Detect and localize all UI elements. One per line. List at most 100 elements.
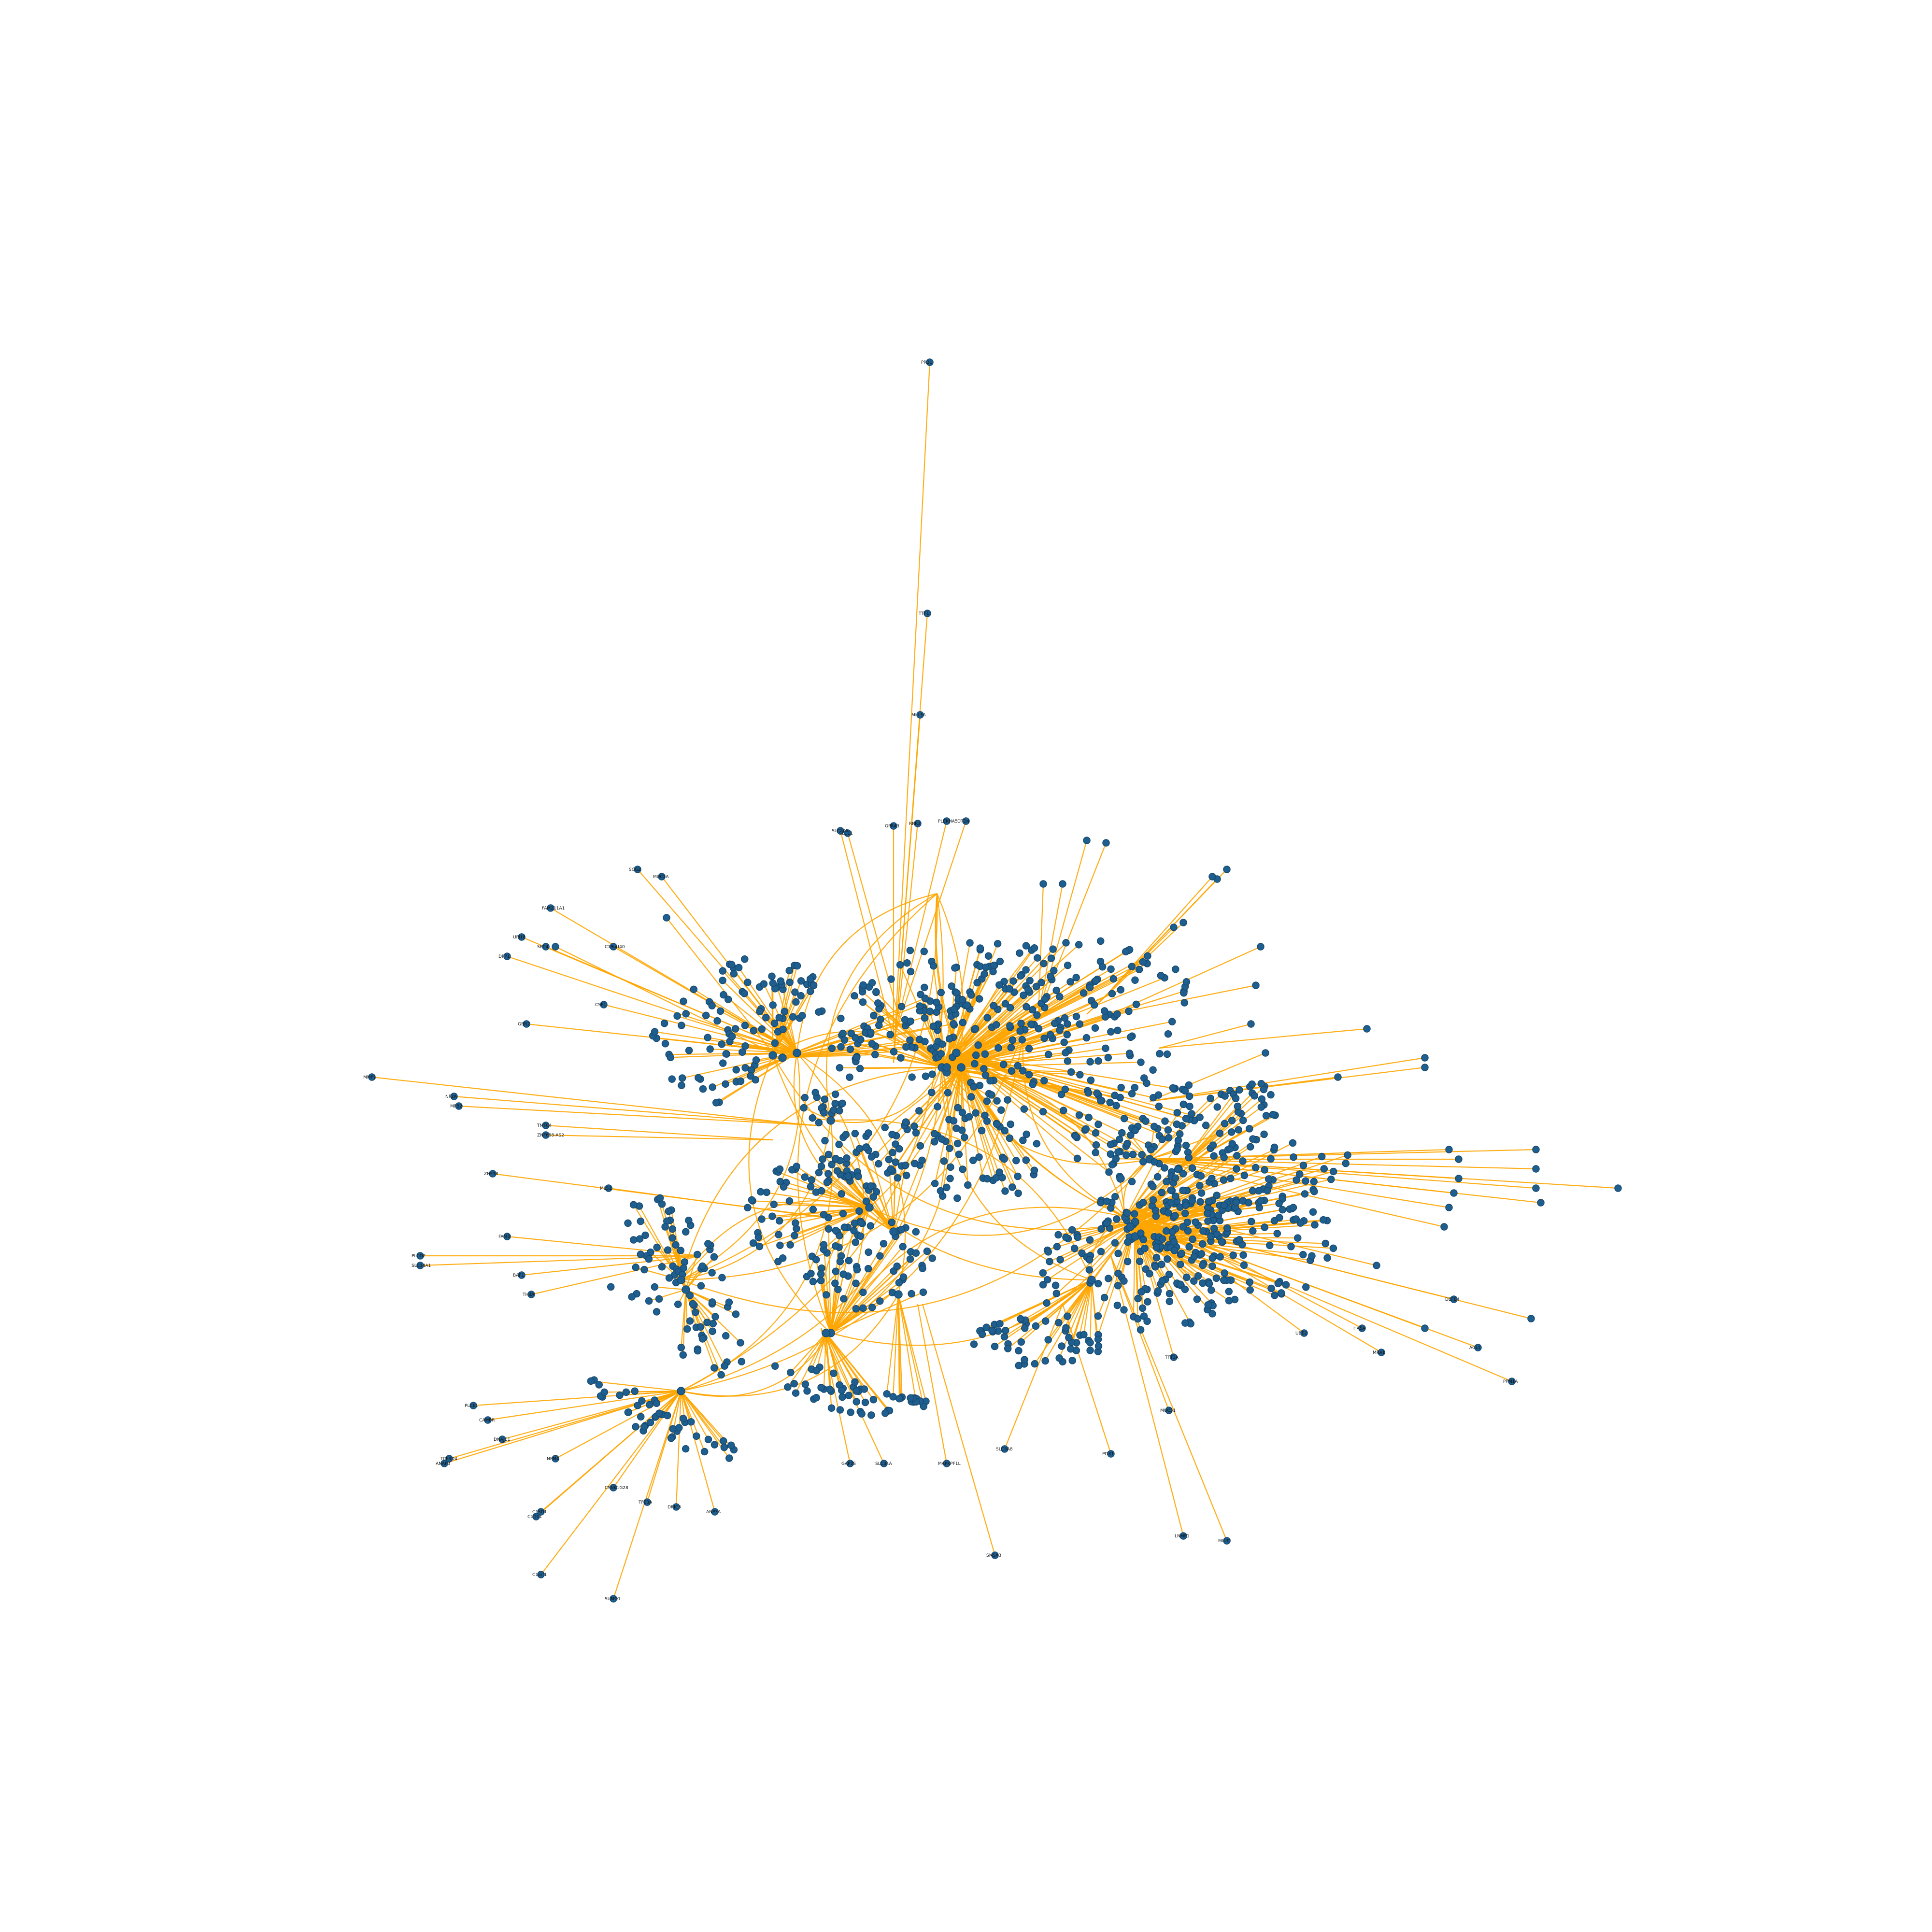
graph-node <box>887 1165 895 1173</box>
graph-node <box>902 1043 910 1051</box>
graph-node <box>631 1387 639 1395</box>
graph-node <box>1124 1238 1132 1246</box>
edge <box>526 1023 797 1054</box>
graph-node <box>1006 1022 1014 1030</box>
graph-node <box>1527 1315 1535 1322</box>
graph-node <box>885 1155 893 1164</box>
edge <box>956 1052 1132 1094</box>
graph-node <box>859 1288 867 1296</box>
graph-node <box>926 358 934 366</box>
graph-node <box>897 1054 905 1062</box>
node-label: RKR3 <box>909 822 921 826</box>
graph-node <box>678 1022 685 1029</box>
graph-node <box>801 1380 810 1388</box>
graph-node <box>682 1445 690 1453</box>
graph-node <box>801 1094 809 1102</box>
graph-node <box>1320 1216 1327 1224</box>
graph-node <box>1233 1151 1241 1160</box>
graph-node <box>1123 1209 1131 1217</box>
graph-node <box>852 1238 860 1246</box>
graph-node <box>859 1304 867 1312</box>
graph-node <box>710 1441 719 1449</box>
graph-node <box>1334 1073 1342 1081</box>
edge <box>897 823 919 1015</box>
graph-node <box>953 1139 962 1148</box>
edge <box>760 1191 870 1208</box>
graph-node <box>867 1029 875 1037</box>
graph-node <box>1108 1161 1116 1169</box>
graph-node <box>837 1014 845 1023</box>
graph-node <box>852 1034 859 1042</box>
node-label: CSNK1G28 <box>605 1486 628 1491</box>
graph-node <box>771 1039 779 1047</box>
graph-node <box>953 1194 961 1202</box>
graph-node <box>1056 1256 1064 1264</box>
graph-node <box>793 1049 801 1057</box>
edge <box>946 1034 1067 1073</box>
graph-node <box>926 1008 934 1015</box>
graph-node <box>1204 1301 1212 1309</box>
graph-node <box>1002 1327 1009 1335</box>
graph-node <box>1179 1532 1187 1540</box>
graph-node <box>716 1007 724 1015</box>
graph-node <box>1096 937 1105 945</box>
graph-node <box>445 1455 453 1463</box>
graph-node <box>1130 1210 1138 1218</box>
edge <box>681 1391 724 1442</box>
graph-node <box>1060 1038 1068 1046</box>
graph-node <box>931 1179 939 1188</box>
graph-node <box>1182 1141 1190 1150</box>
graph-node <box>1113 1010 1121 1018</box>
graph-node <box>1007 1044 1015 1051</box>
graph-node <box>1185 1092 1193 1100</box>
graph-node <box>1176 1261 1184 1268</box>
graph-node <box>838 1393 846 1401</box>
graph-node <box>1183 1218 1192 1226</box>
graph-node <box>484 1416 492 1424</box>
graph-node <box>1165 1290 1174 1298</box>
graph-node <box>622 1388 630 1396</box>
graph-node <box>1302 1177 1309 1185</box>
edge <box>1135 1236 1163 1281</box>
graph-node <box>921 1014 929 1022</box>
graph-node <box>914 820 922 827</box>
graph-node <box>1358 1324 1366 1332</box>
graph-node <box>1300 1329 1308 1337</box>
graph-node <box>721 1362 728 1370</box>
graph-node <box>840 1223 849 1231</box>
graph-node <box>1006 985 1013 993</box>
edge <box>1070 1279 1093 1350</box>
edge <box>1110 1255 1228 1541</box>
graph-node <box>1104 1275 1112 1282</box>
edge <box>893 1160 923 1232</box>
graph-node <box>1209 1141 1217 1149</box>
graph-node <box>1107 1150 1115 1158</box>
graph-node <box>815 1168 823 1177</box>
edge <box>1149 1158 1619 1189</box>
graph-node <box>1184 1227 1192 1235</box>
graph-node <box>837 1043 845 1051</box>
graph-node <box>679 1415 687 1422</box>
graph-node <box>1165 1270 1173 1279</box>
graph-node <box>1093 1089 1101 1097</box>
graph-node <box>1208 1254 1217 1262</box>
graph-node <box>858 1410 866 1418</box>
graph-node <box>704 1240 712 1248</box>
edge <box>956 1052 1182 1126</box>
graph-node <box>741 1022 749 1029</box>
graph-node <box>978 1330 986 1338</box>
graph-node <box>1250 1092 1259 1100</box>
graph-node <box>1039 1281 1047 1289</box>
graph-node <box>1532 1165 1540 1173</box>
graph-node <box>1208 1175 1216 1182</box>
graph-node <box>952 1049 961 1057</box>
graph-node <box>1072 974 1080 981</box>
graph-node <box>988 1091 995 1099</box>
graph-node <box>1070 1245 1079 1252</box>
node-label: TH3A <box>522 1293 535 1297</box>
graph-node <box>730 970 738 978</box>
graph-node <box>732 1066 740 1074</box>
graph-node <box>888 1131 896 1138</box>
graph-node <box>656 1194 664 1202</box>
graph-node <box>971 1024 980 1033</box>
